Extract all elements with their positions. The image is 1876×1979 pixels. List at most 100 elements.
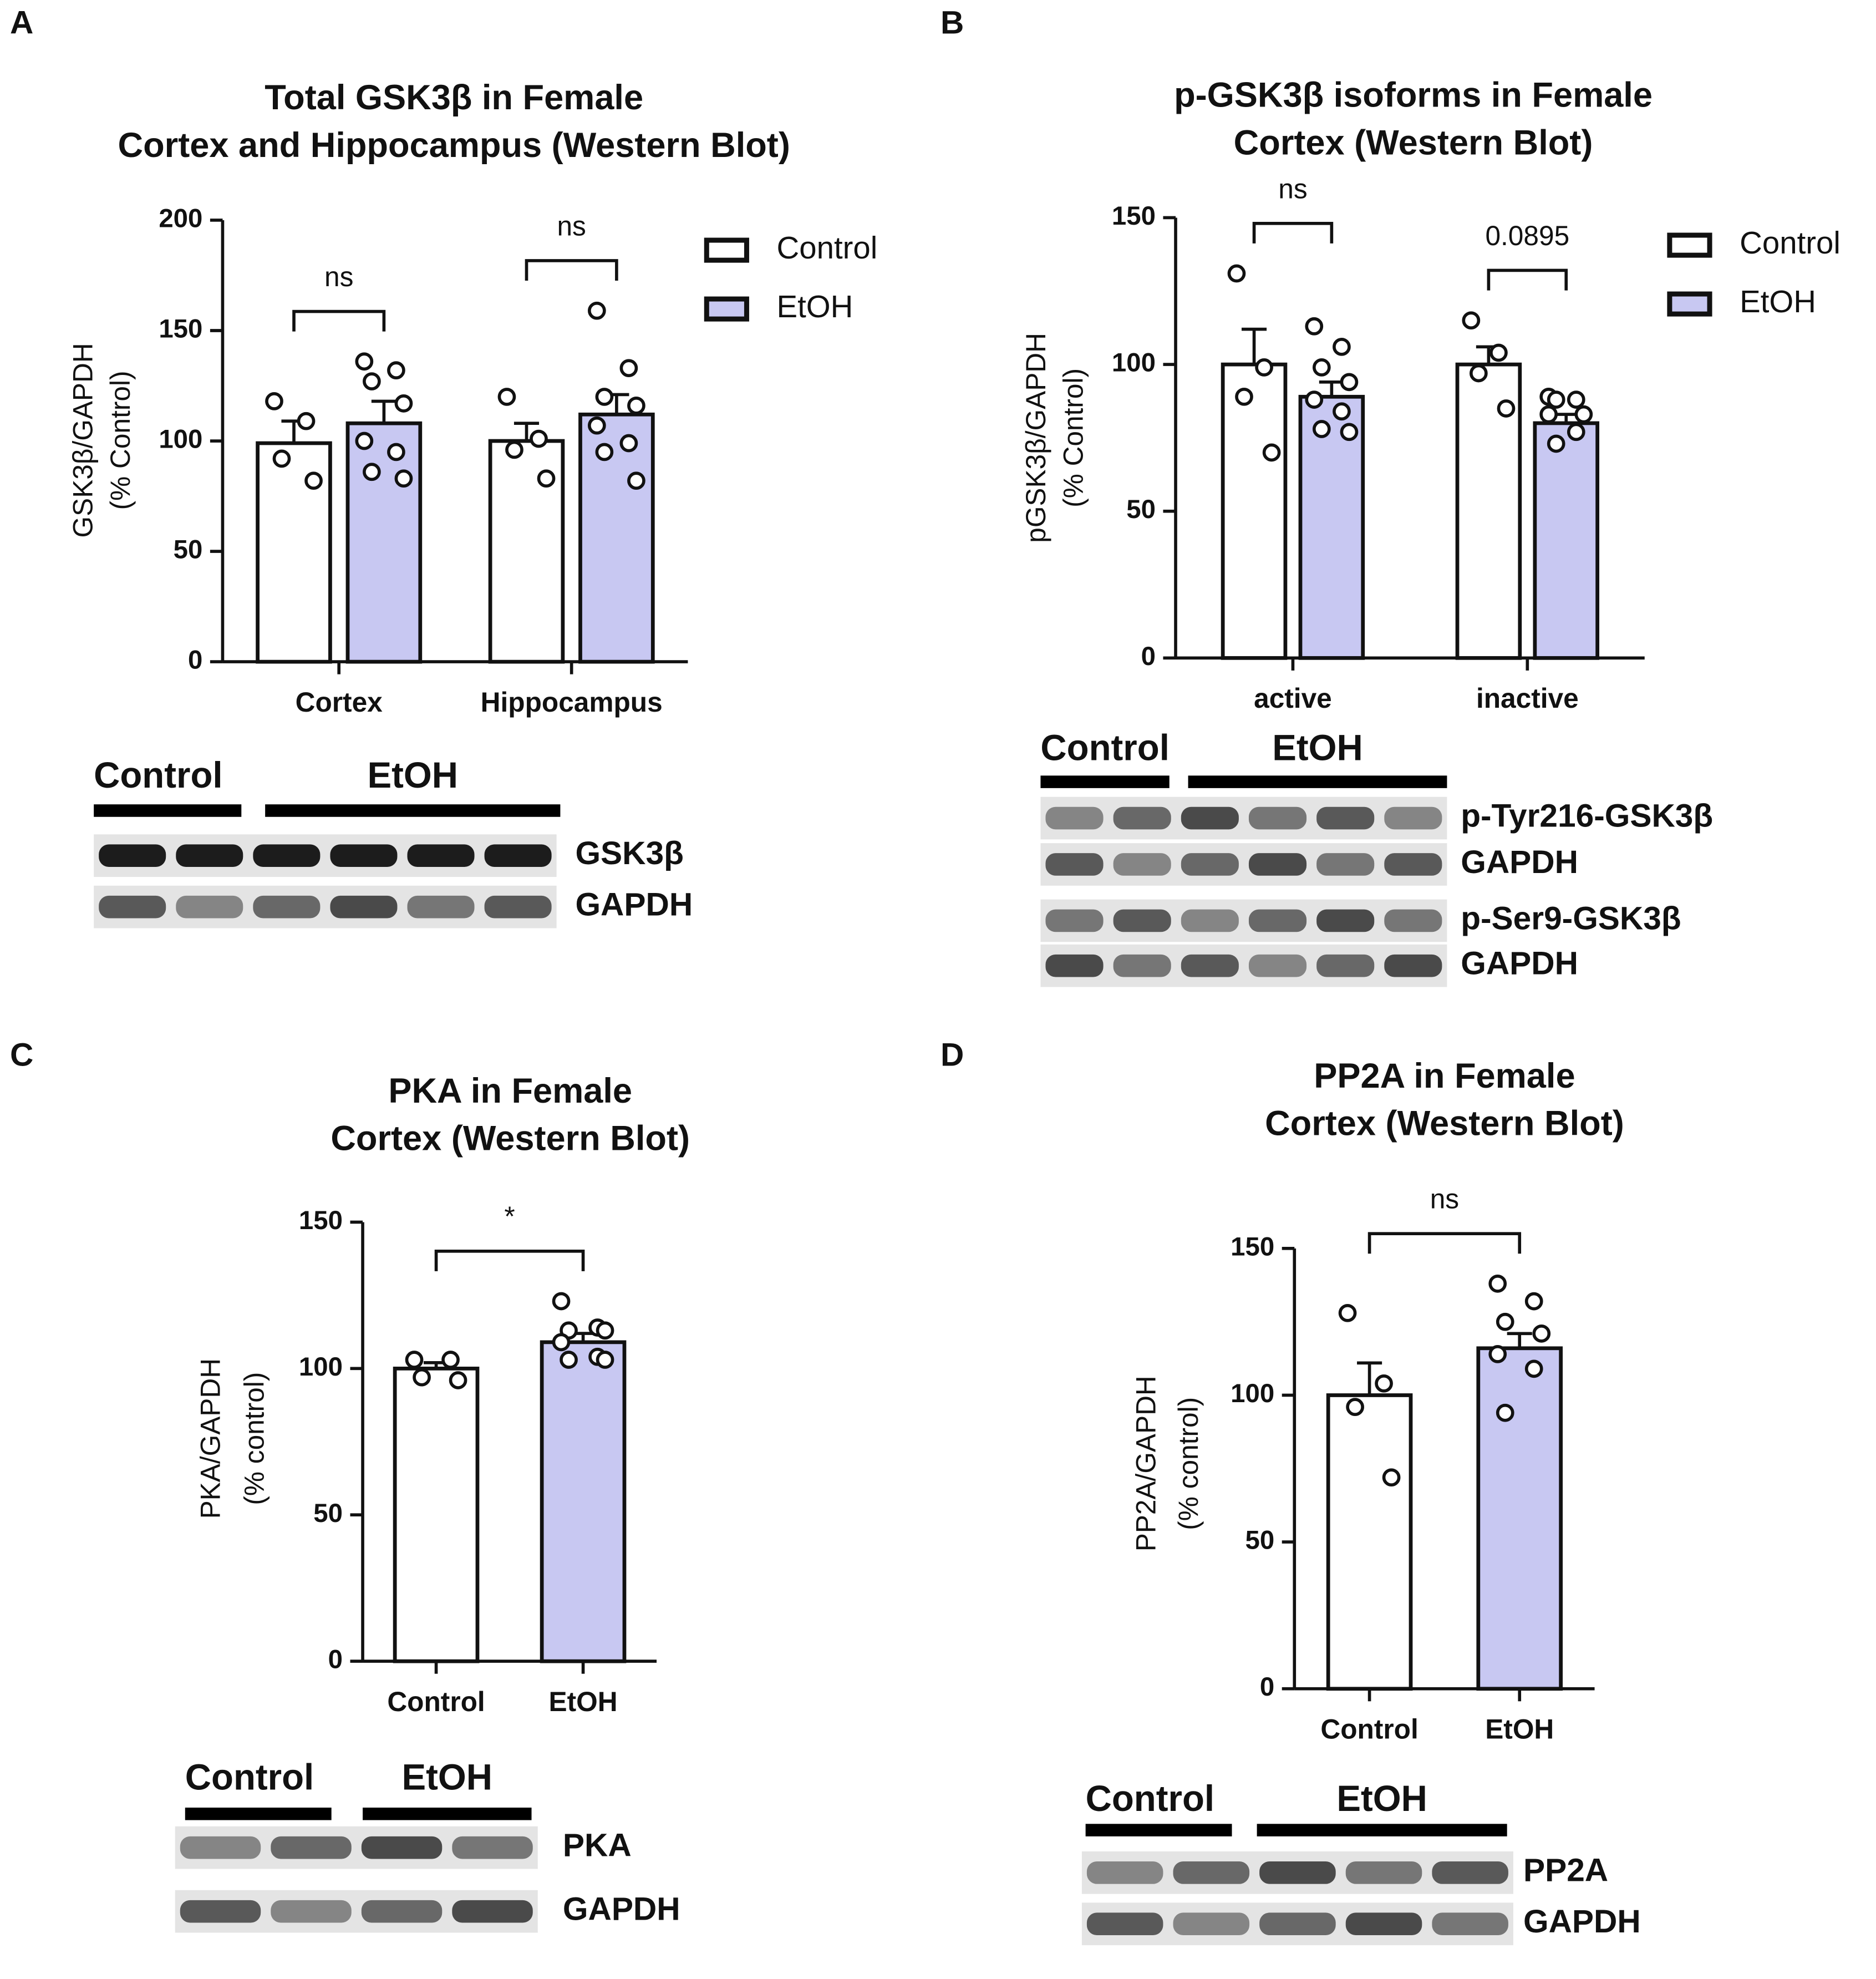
blot-band — [1045, 954, 1104, 977]
bar — [540, 1340, 627, 1663]
y-tick-label: 150 — [299, 1206, 343, 1235]
blot-band — [180, 1836, 261, 1859]
significance-bracket — [525, 259, 618, 281]
chart-title: Cortex (Western Blot) — [331, 1119, 690, 1158]
panel-letter: D — [940, 1037, 964, 1073]
blot-band — [1086, 1912, 1163, 1936]
y-tick-label: 50 — [1245, 1526, 1274, 1555]
data-point — [1524, 1292, 1543, 1311]
data-point — [497, 388, 516, 406]
y-axis-label: pGSK3β/GAPDH — [1020, 333, 1051, 543]
data-point — [304, 471, 323, 490]
blot-band — [1432, 1912, 1508, 1936]
y-tick-label: 150 — [159, 314, 202, 344]
data-point — [1567, 423, 1585, 442]
y-axis-label: GSK3β/GAPDH — [67, 343, 98, 537]
bar — [1533, 421, 1600, 660]
blot-band-label: PKA — [563, 1828, 632, 1864]
blot-band — [253, 844, 321, 867]
legend-label: Control — [1740, 225, 1841, 260]
data-point — [1497, 399, 1516, 418]
data-point — [587, 301, 606, 320]
data-point — [394, 394, 413, 413]
chart-title: Total GSK3β in Female — [265, 78, 643, 117]
bar — [1476, 1346, 1563, 1691]
x-tick-label: EtOH — [1485, 1714, 1554, 1745]
data-point — [1333, 337, 1351, 356]
data-point — [1547, 390, 1565, 409]
chart-title: p-GSK3β isoforms in Female — [1174, 76, 1653, 115]
bar — [1221, 362, 1288, 660]
legend-swatch — [1667, 291, 1712, 317]
significance-bracket — [1367, 1232, 1522, 1254]
x-tick-label: inactive — [1476, 683, 1579, 714]
data-point — [413, 1368, 431, 1387]
data-point — [595, 443, 614, 461]
significance-label: ns — [324, 261, 353, 292]
x-tick-label: Control — [1320, 1714, 1418, 1745]
data-point — [1340, 373, 1359, 392]
data-point — [1312, 358, 1331, 377]
data-point — [1532, 1324, 1551, 1343]
bar — [578, 412, 655, 664]
bar — [345, 421, 423, 664]
blot-group-bar — [1040, 775, 1170, 788]
blot-band — [1316, 954, 1375, 977]
y-axis-label: (% control) — [238, 1372, 270, 1505]
data-point — [363, 463, 381, 481]
blot-band — [1259, 1861, 1336, 1884]
y-axis-label: (% control) — [1173, 1397, 1204, 1530]
data-point — [1539, 405, 1558, 424]
legend-label: Control — [777, 230, 878, 265]
blot-band — [1432, 1861, 1508, 1884]
data-point — [1338, 1303, 1357, 1322]
panel-letter: C — [10, 1037, 33, 1073]
y-tick-label: 100 — [1231, 1379, 1274, 1408]
panel-letter: A — [10, 5, 33, 41]
legend-label: EtOH — [1740, 284, 1816, 319]
data-point — [1346, 1398, 1364, 1417]
blot-group-bar — [363, 1807, 532, 1820]
data-point — [530, 429, 548, 448]
significance-label: ns — [1430, 1184, 1459, 1215]
blot-band — [180, 1900, 261, 1923]
bar — [1326, 1393, 1413, 1691]
data-point — [355, 432, 374, 450]
blot-band — [1045, 806, 1104, 830]
blot-group-bar — [1085, 1824, 1232, 1836]
blot-group-label: EtOH — [1336, 1778, 1427, 1819]
y-tick-label: 50 — [174, 535, 203, 565]
data-point — [1305, 390, 1324, 409]
y-axis-label: (% Control) — [105, 371, 136, 510]
blot-group-label: EtOH — [1272, 728, 1362, 768]
blot-band — [1345, 1912, 1422, 1936]
data-point — [363, 372, 381, 390]
x-tick-label: Control — [387, 1686, 485, 1717]
significance-bracket — [1487, 268, 1568, 291]
bar — [393, 1366, 480, 1663]
data-point — [394, 469, 413, 488]
blot-band — [1248, 909, 1307, 932]
blot-band — [271, 1836, 352, 1859]
data-point — [449, 1371, 467, 1389]
blot-group-label: Control — [1040, 728, 1169, 768]
legend-swatch — [1667, 232, 1712, 258]
x-tick-label: Cortex — [296, 687, 383, 718]
significance-label: ns — [557, 210, 586, 241]
blot-band — [1384, 806, 1442, 830]
data-point — [1255, 358, 1273, 377]
data-point — [297, 412, 316, 430]
blot-band — [1045, 909, 1104, 932]
significance-bracket — [1252, 221, 1334, 243]
chart-title: PP2A in Female — [1314, 1057, 1575, 1095]
blot-band — [1086, 1861, 1163, 1884]
data-point — [1574, 405, 1593, 424]
data-point — [1312, 420, 1331, 438]
blot-band — [452, 1900, 533, 1923]
data-point — [596, 1351, 614, 1369]
significance-bracket — [434, 1249, 585, 1271]
blot-group-label: Control — [185, 1757, 314, 1798]
blot-band-label: GAPDH — [563, 1891, 680, 1927]
data-point — [619, 359, 638, 378]
